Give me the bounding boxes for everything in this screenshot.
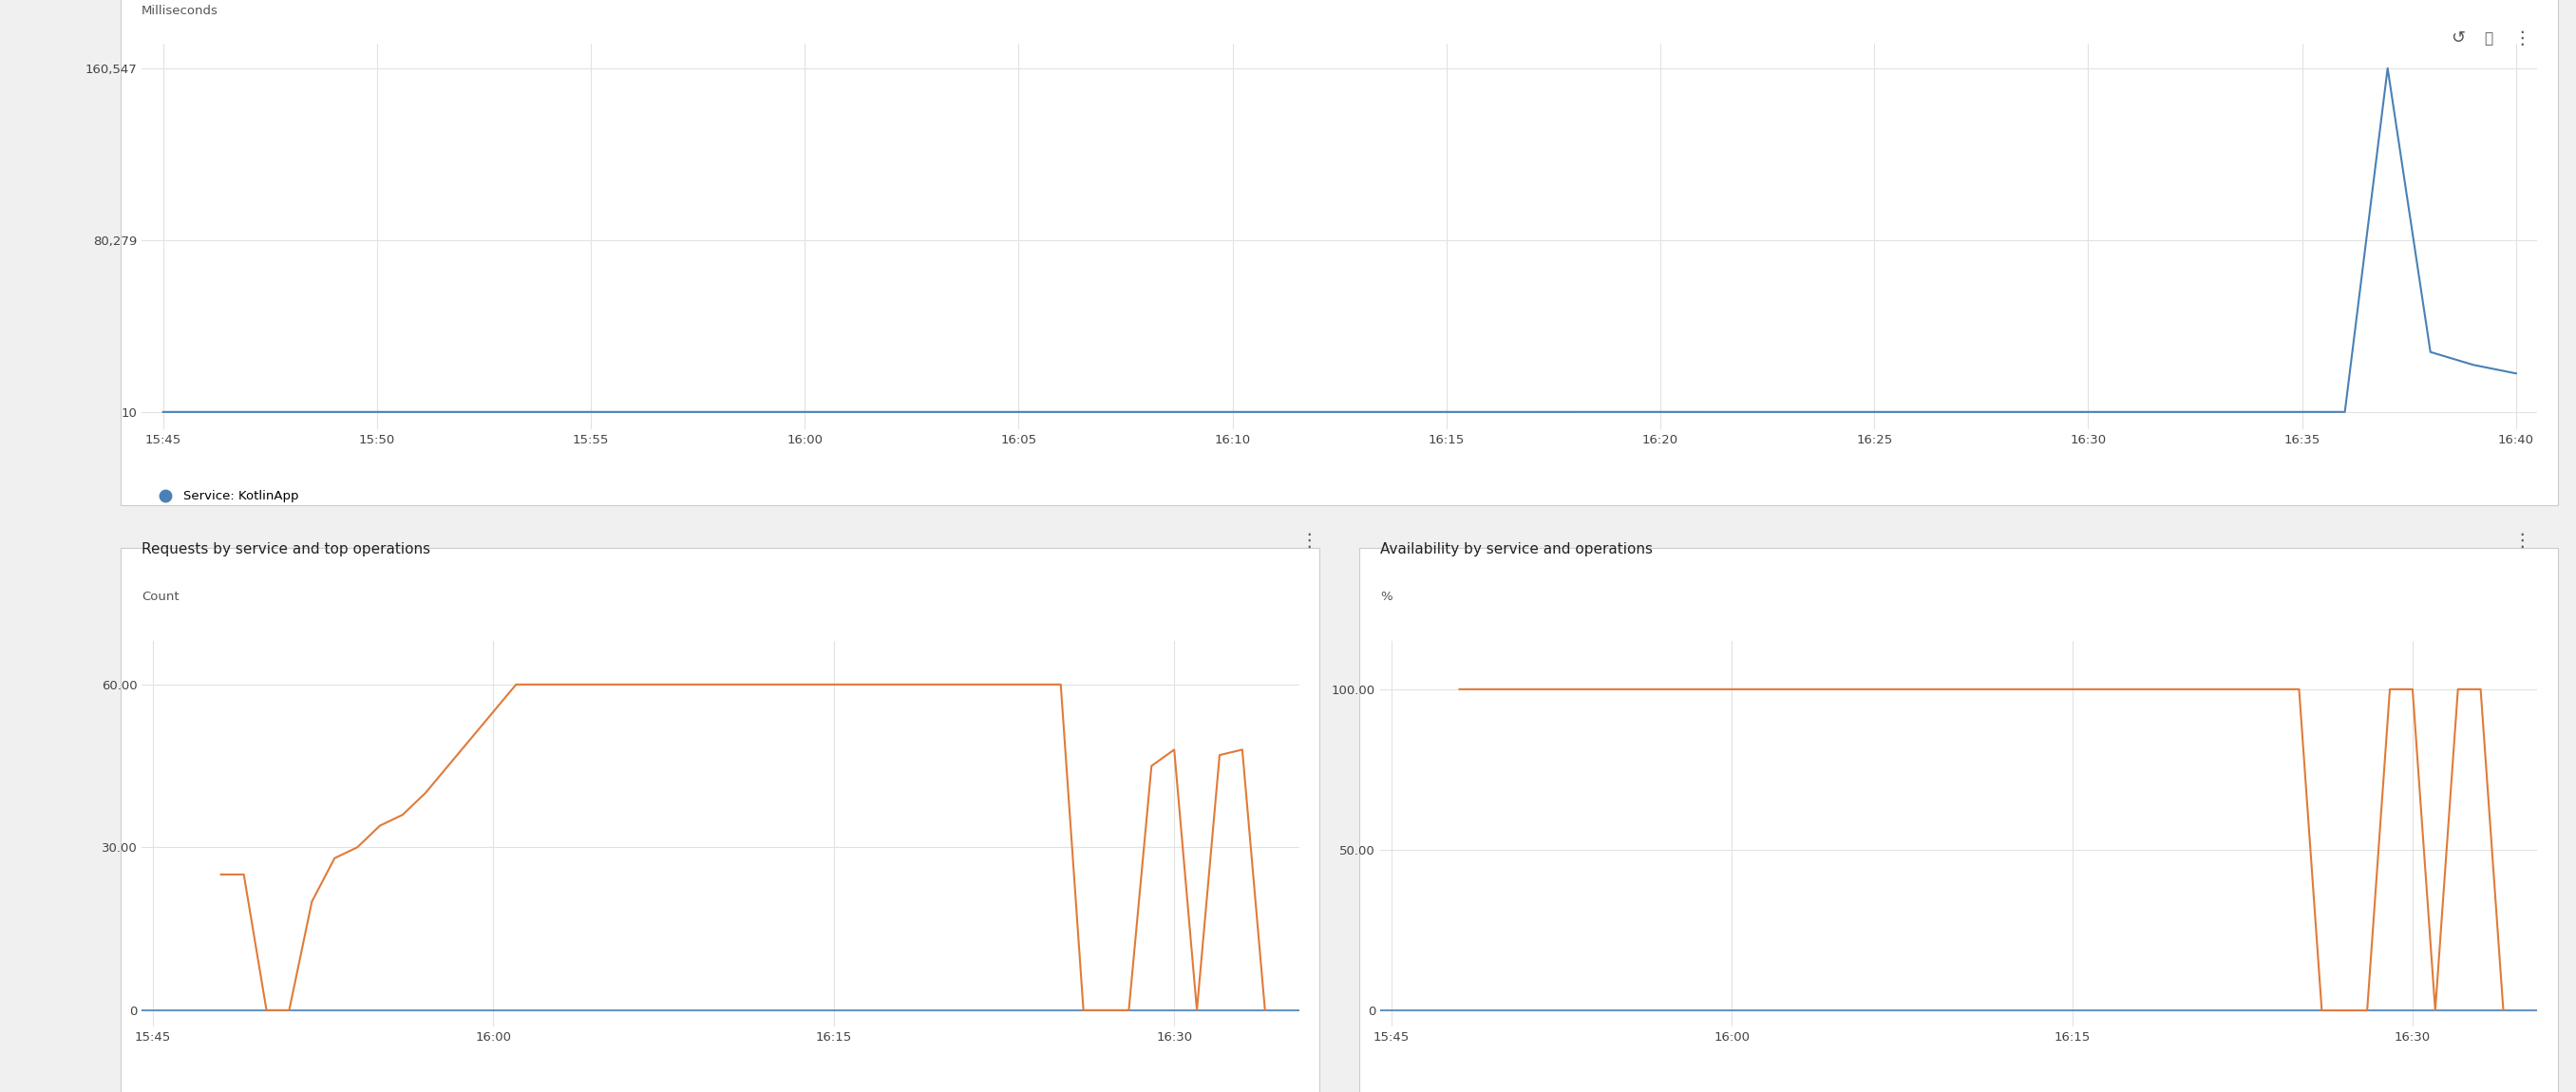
Text: Count: Count (142, 590, 180, 603)
Text: ⋮: ⋮ (2512, 532, 2532, 549)
Legend: Service: KotlinApp: Service: KotlinApp (147, 485, 304, 508)
Text: ⋮: ⋮ (1298, 532, 1319, 549)
Text: Availability by service and operations: Availability by service and operations (1381, 542, 1654, 556)
Text: ⋮: ⋮ (2512, 29, 2532, 47)
Text: Requests by service and top operations: Requests by service and top operations (142, 542, 430, 556)
Text: ⛶: ⛶ (2483, 31, 2494, 46)
Text: %: % (1381, 590, 1391, 603)
Text: Milliseconds: Milliseconds (142, 4, 219, 16)
Text: ↺: ↺ (2450, 29, 2465, 47)
